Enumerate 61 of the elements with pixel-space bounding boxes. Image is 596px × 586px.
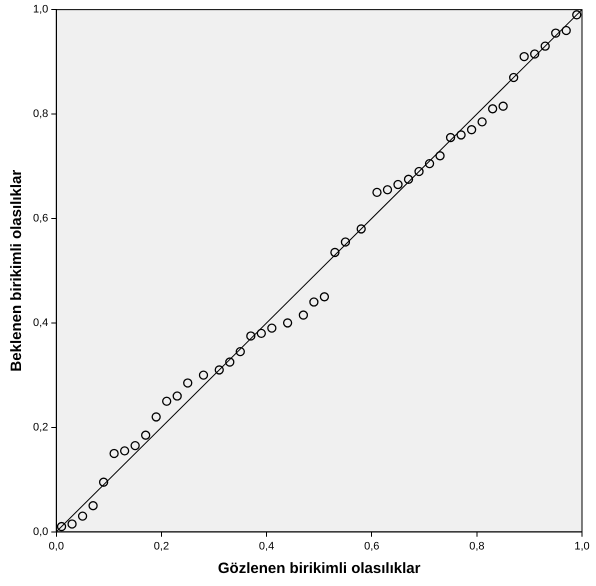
point [298, 310, 308, 320]
point [540, 42, 550, 51]
point [78, 511, 88, 521]
point [246, 331, 256, 341]
point [172, 391, 182, 401]
point [320, 292, 330, 302]
x-tick-label: 0,6 [364, 540, 380, 552]
point [530, 49, 540, 59]
point [309, 297, 319, 307]
point [340, 237, 350, 247]
point [225, 357, 234, 367]
x-tick-label: 0,2 [154, 540, 170, 552]
point [414, 166, 424, 176]
point [88, 501, 98, 510]
point [267, 323, 276, 333]
point [356, 224, 366, 234]
point [130, 440, 140, 450]
point [282, 318, 292, 328]
point [509, 72, 518, 82]
point [477, 117, 487, 127]
point [98, 478, 108, 487]
point [141, 430, 150, 440]
y-tick-label: 0,8 [32, 108, 48, 120]
point [393, 180, 403, 190]
point [372, 188, 382, 198]
y-tick-label: 1,0 [32, 4, 48, 16]
y-tick-label: 0,6 [32, 212, 48, 225]
point [330, 248, 340, 258]
y-tick-label: 0,0 [32, 526, 48, 538]
point [120, 446, 130, 456]
point [162, 396, 172, 406]
point [214, 365, 224, 375]
point [404, 174, 414, 184]
point [435, 151, 445, 160]
point [551, 28, 560, 38]
point [446, 132, 456, 142]
point [236, 346, 245, 356]
y-axis-title: Beklenen birikimli olasılıklar [8, 170, 26, 372]
y-tick-label: 0,4 [32, 316, 48, 329]
point [424, 159, 434, 168]
x-tick-label: 1,0 [574, 540, 590, 552]
point [56, 522, 66, 532]
point [198, 370, 208, 380]
point [256, 328, 266, 338]
y-tick-label: 0,2 [32, 421, 48, 434]
x-axis-title: Gözlenen birikimli olasılıklar [218, 560, 421, 578]
point [562, 26, 571, 36]
point [520, 52, 529, 62]
point [498, 102, 508, 111]
point [466, 125, 476, 134]
point [152, 412, 161, 422]
x-tick-label: 0,0 [48, 540, 64, 552]
point [67, 519, 77, 529]
point [456, 130, 466, 140]
point [488, 104, 498, 114]
point [183, 378, 192, 388]
point [572, 10, 582, 20]
x-tick-label: 0,8 [469, 540, 485, 552]
x-tick-label: 0,4 [258, 540, 274, 552]
point [109, 448, 119, 458]
point [382, 185, 392, 194]
